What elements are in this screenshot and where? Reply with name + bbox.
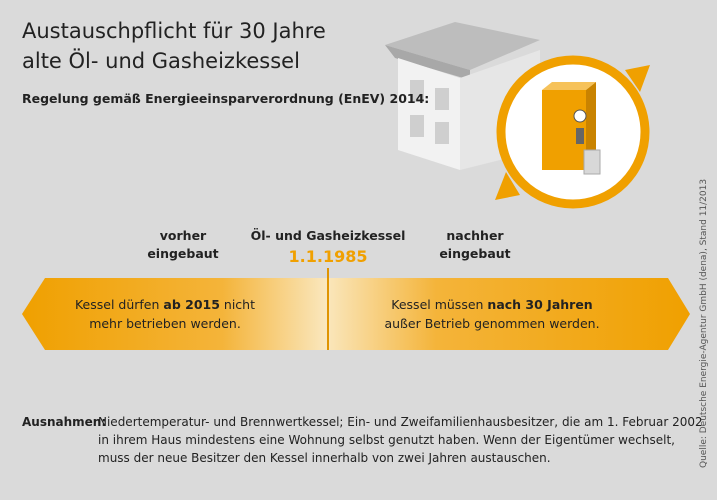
title-line: alte Öl- und Gasheizkessel xyxy=(22,48,300,73)
source: Quelle: Deutsche Energie-Agentur GmbH (d… xyxy=(699,179,709,468)
exceptions-label: Ausnahmen: xyxy=(22,415,106,429)
bold-text: nach 30 Jahren xyxy=(487,297,592,312)
right-box-text: Kessel müssen nach 30 Jahren xyxy=(391,297,592,312)
center-label: Öl- und Gasheizkessel xyxy=(251,228,406,243)
date: 1.1.1985 xyxy=(289,247,368,266)
text: nicht xyxy=(220,297,255,312)
bold-text: ab 2015 xyxy=(163,297,220,312)
exceptions-line: Niedertemperatur- und Brennwertkessel; E… xyxy=(98,415,703,429)
right-box-text: außer Betrieb genommen werden. xyxy=(384,316,599,331)
text: Kessel dürfen xyxy=(75,297,163,312)
exceptions-line: in ihrem Haus mindestens eine Wohnung se… xyxy=(98,433,675,447)
title-line: Austauschpflicht für 30 Jahre xyxy=(22,19,326,43)
exceptions-line: muss der neue Besitzer den Kessel innerh… xyxy=(98,451,551,465)
text: Kessel müssen xyxy=(391,297,487,312)
boiler-illustration xyxy=(495,55,650,209)
left-label: vorher xyxy=(160,228,207,243)
left-box-text: mehr betrieben werden. xyxy=(89,316,241,331)
left-label: eingebaut xyxy=(147,246,218,261)
left-box-text: Kessel dürfen ab 2015 nicht xyxy=(75,297,255,312)
right-label: eingebaut xyxy=(439,246,510,261)
timeline-band xyxy=(22,278,690,350)
right-label: nachher xyxy=(446,228,504,243)
subtitle: Regelung gemäß Energieeinsparverordnung … xyxy=(22,91,429,106)
